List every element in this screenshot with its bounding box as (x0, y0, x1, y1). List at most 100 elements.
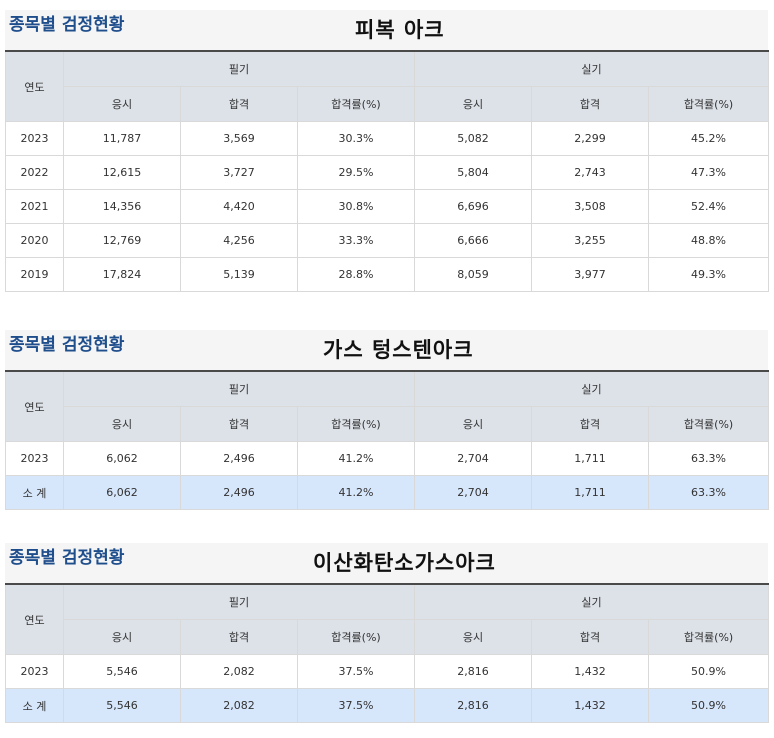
section-shielded-arc: 종목별 검정현황 피복 아크 연도 필기 실기 응시 합격 합격률(%) 응시 … (5, 10, 770, 292)
practical-passed-cell: 2,299 (531, 121, 650, 156)
written-rate-cell: 33.3% (296, 223, 416, 258)
practical-applicants-cell: 2,816 (414, 654, 533, 689)
practical-passed-cell: 1,432 (531, 688, 650, 723)
year-cell: 2020 (5, 223, 64, 258)
section-label: 종목별 검정현황 (9, 335, 125, 355)
written-passed-cell: 2,082 (180, 654, 298, 689)
written-rate-cell: 37.5% (296, 688, 416, 723)
practical-applicants-header: 응시 (414, 86, 533, 122)
written-applicants-cell: 5,546 (63, 688, 181, 723)
practical-rate-cell: 63.3% (648, 475, 770, 510)
year-cell: 2021 (5, 189, 64, 224)
section-title: 이산화탄소가스아크 (313, 551, 496, 575)
practical-passed-cell: 3,508 (531, 189, 650, 224)
practical-rate-header: 합격률(%) (648, 619, 770, 655)
section-co2-gas-arc: 종목별 검정현황 이산화탄소가스아크 연도 필기 실기 응시 합격 합격률(%)… (5, 543, 770, 723)
section-label: 종목별 검정현황 (9, 15, 125, 35)
written-passed-cell: 2,496 (180, 441, 298, 476)
practical-applicants-header: 응시 (414, 406, 533, 442)
table-row: 2022 12,615 3,727 29.5% 5,804 2,743 47.3… (5, 155, 770, 190)
written-passed-header: 합격 (180, 619, 298, 655)
stats-table: 연도 필기 실기 응시 합격 합격률(%) 응시 합격 합격률(%) 2023 … (5, 370, 770, 510)
practical-applicants-cell: 2,816 (414, 688, 533, 723)
written-applicants-cell: 17,824 (63, 257, 181, 292)
year-header: 연도 (5, 370, 64, 442)
written-passed-cell: 4,420 (180, 189, 298, 224)
practical-header: 실기 (414, 370, 770, 407)
stats-table: 연도 필기 실기 응시 합격 합격률(%) 응시 합격 합격률(%) 2023 … (5, 583, 770, 723)
practical-applicants-cell: 5,804 (414, 155, 533, 190)
written-header: 필기 (62, 370, 416, 407)
year-header: 연도 (5, 583, 64, 655)
written-passed-cell: 3,569 (180, 121, 298, 156)
practical-header: 실기 (414, 583, 770, 620)
table-row: 2023 5,546 2,082 37.5% 2,816 1,432 50.9% (5, 654, 770, 689)
practical-applicants-cell: 6,666 (414, 223, 533, 258)
section-label: 종목별 검정현황 (9, 548, 125, 568)
written-applicants-header: 응시 (63, 619, 181, 655)
practical-rate-cell: 50.9% (648, 688, 770, 723)
written-applicants-cell: 11,787 (63, 121, 181, 156)
practical-rate-cell: 63.3% (648, 441, 770, 476)
written-rate-cell: 30.8% (296, 189, 416, 224)
written-applicants-cell: 6,062 (63, 475, 181, 510)
practical-rate-cell: 48.8% (648, 223, 770, 258)
written-passed-header: 합격 (180, 86, 298, 122)
written-header: 필기 (62, 583, 416, 620)
table-row: 2020 12,769 4,256 33.3% 6,666 3,255 48.8… (5, 223, 770, 258)
practical-applicants-cell: 8,059 (414, 257, 533, 292)
practical-rate-cell: 49.3% (648, 257, 770, 292)
written-rate-cell: 41.2% (296, 475, 416, 510)
practical-applicants-cell: 5,082 (414, 121, 533, 156)
section-gas-tungsten-arc: 종목별 검정현황 가스 텅스텐아크 연도 필기 실기 응시 합격 합격률(%) … (5, 330, 770, 510)
practical-passed-cell: 3,977 (531, 257, 650, 292)
written-applicants-cell: 12,769 (63, 223, 181, 258)
written-applicants-header: 응시 (63, 86, 181, 122)
year-cell: 2023 (5, 441, 64, 476)
section-header: 종목별 검정현황 가스 텅스텐아크 (5, 330, 768, 370)
written-applicants-header: 응시 (63, 406, 181, 442)
written-applicants-cell: 12,615 (63, 155, 181, 190)
practical-passed-header: 합격 (531, 406, 650, 442)
table-row: 2023 11,787 3,569 30.3% 5,082 2,299 45.2… (5, 121, 770, 156)
table-row: 2021 14,356 4,420 30.8% 6,696 3,508 52.4… (5, 189, 770, 224)
practical-header: 실기 (414, 50, 770, 87)
subtotal-row: 소 계 6,062 2,496 41.2% 2,704 1,711 63.3% (5, 475, 770, 510)
section-title: 피복 아크 (355, 18, 445, 42)
written-passed-cell: 4,256 (180, 223, 298, 258)
practical-passed-header: 합격 (531, 86, 650, 122)
practical-rate-cell: 47.3% (648, 155, 770, 190)
practical-rate-cell: 52.4% (648, 189, 770, 224)
written-rate-cell: 29.5% (296, 155, 416, 190)
practical-rate-header: 합격률(%) (648, 86, 770, 122)
practical-rate-cell: 45.2% (648, 121, 770, 156)
table-row: 2019 17,824 5,139 28.8% 8,059 3,977 49.3… (5, 257, 770, 292)
written-header: 필기 (62, 50, 416, 87)
section-header: 종목별 검정현황 피복 아크 (5, 10, 768, 50)
written-rate-header: 합격률(%) (296, 619, 416, 655)
written-rate-cell: 37.5% (296, 654, 416, 689)
practical-passed-cell: 1,711 (531, 475, 650, 510)
written-applicants-cell: 6,062 (63, 441, 181, 476)
subtotal-row: 소 계 5,546 2,082 37.5% 2,816 1,432 50.9% (5, 688, 770, 723)
year-header: 연도 (5, 50, 64, 122)
subtotal-label: 소 계 (5, 688, 64, 723)
written-applicants-cell: 5,546 (63, 654, 181, 689)
practical-applicants-header: 응시 (414, 619, 533, 655)
written-passed-cell: 3,727 (180, 155, 298, 190)
written-rate-header: 합격률(%) (296, 406, 416, 442)
practical-applicants-cell: 6,696 (414, 189, 533, 224)
written-rate-cell: 41.2% (296, 441, 416, 476)
practical-applicants-cell: 2,704 (414, 441, 533, 476)
written-passed-cell: 2,082 (180, 688, 298, 723)
year-cell: 2023 (5, 654, 64, 689)
practical-passed-cell: 1,711 (531, 441, 650, 476)
practical-passed-header: 합격 (531, 619, 650, 655)
practical-passed-cell: 3,255 (531, 223, 650, 258)
year-cell: 2023 (5, 121, 64, 156)
written-passed-header: 합격 (180, 406, 298, 442)
practical-passed-cell: 1,432 (531, 654, 650, 689)
written-applicants-cell: 14,356 (63, 189, 181, 224)
written-rate-cell: 28.8% (296, 257, 416, 292)
written-passed-cell: 2,496 (180, 475, 298, 510)
